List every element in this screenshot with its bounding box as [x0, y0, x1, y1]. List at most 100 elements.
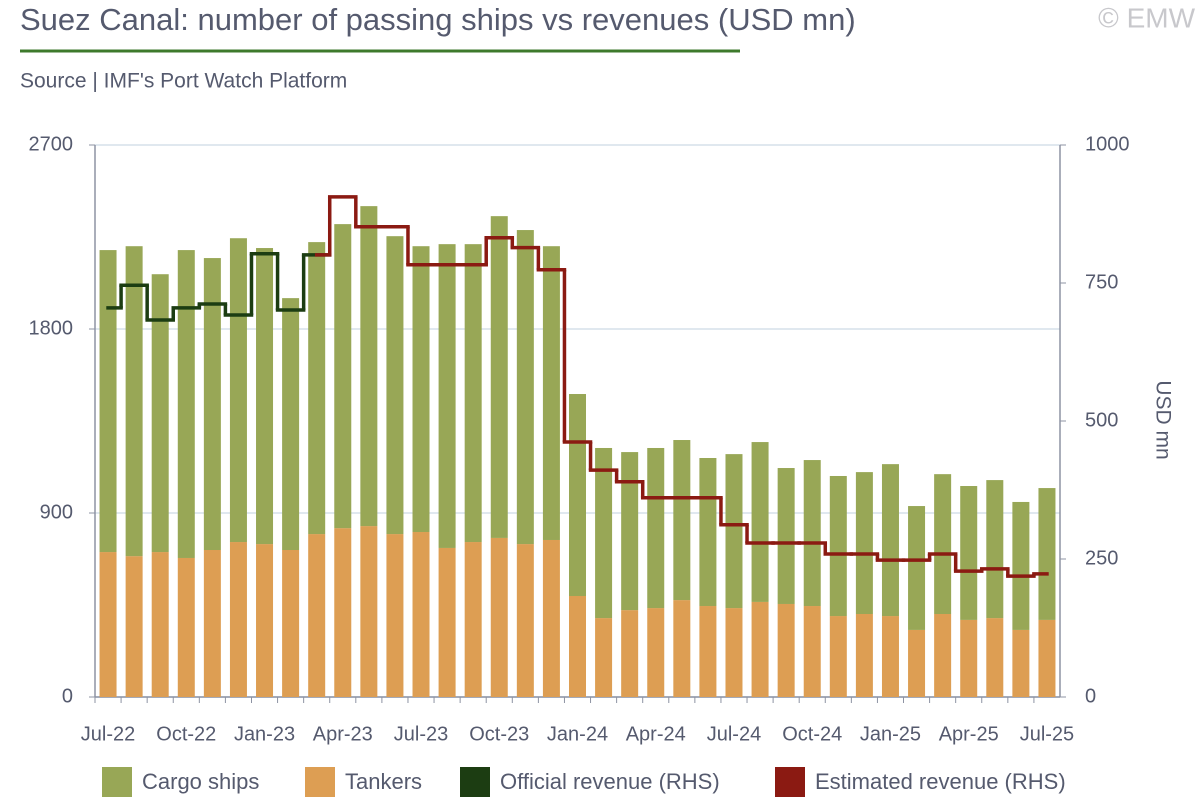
- bar: [412, 532, 430, 697]
- bar: [308, 242, 326, 535]
- bar: [621, 610, 639, 697]
- bar: [516, 230, 534, 545]
- y2-axis-title: USD mn: [1151, 380, 1174, 459]
- x-tick-label: Jan-24: [547, 723, 608, 745]
- bar: [203, 550, 221, 697]
- bar: [490, 216, 508, 538]
- bar: [386, 534, 404, 697]
- bar: [464, 244, 482, 543]
- bar: [282, 550, 300, 697]
- subtitle: Source | IMF's Port Watch Platform: [20, 70, 347, 93]
- y2-tick-label: 500: [1085, 409, 1118, 431]
- x-tick-label: Oct-23: [469, 723, 529, 745]
- bar: [751, 442, 769, 602]
- bar: [334, 224, 352, 529]
- bar: [1038, 619, 1056, 697]
- bar: [777, 603, 795, 697]
- x-tick-label: Jul-23: [394, 723, 448, 745]
- x-tick-label: Jul-22: [81, 723, 135, 745]
- bar: [621, 452, 639, 611]
- x-tick-label: Apr-24: [626, 723, 686, 745]
- bar: [386, 236, 404, 535]
- y-tick-label: 2700: [29, 133, 74, 155]
- bar: [99, 250, 117, 553]
- bar: [908, 629, 926, 697]
- bar: [125, 246, 143, 557]
- legend-label: Cargo ships: [142, 769, 259, 794]
- bar: [151, 274, 169, 553]
- bar: [360, 526, 378, 697]
- bar: [177, 557, 195, 697]
- chart-title: Suez Canal: number of passing ships vs r…: [20, 2, 856, 37]
- legend-swatch: [305, 767, 335, 797]
- bar: [829, 475, 847, 617]
- legend-label: Estimated revenue (RHS): [815, 769, 1066, 794]
- bar: [542, 246, 560, 540]
- x-tick-label: Oct-22: [156, 723, 216, 745]
- bar: [1012, 629, 1030, 697]
- bar: [569, 394, 586, 597]
- bar: [464, 542, 482, 697]
- bar: [99, 552, 117, 697]
- y2-tick-label: 1000: [1085, 133, 1130, 155]
- bar: [151, 552, 169, 697]
- x-tick-label: Jan-23: [234, 723, 295, 745]
- bar: [203, 258, 221, 551]
- bar: [881, 464, 899, 617]
- bar: [803, 606, 821, 697]
- bar: [934, 474, 952, 614]
- bar: [777, 468, 795, 604]
- x-tick-label: Jul-24: [707, 723, 761, 745]
- x-tick-label: Apr-23: [313, 723, 373, 745]
- y2-tick-label: 250: [1085, 547, 1118, 569]
- bar: [673, 600, 691, 697]
- bar: [1038, 488, 1056, 620]
- bar: [986, 618, 1004, 697]
- bar: [125, 556, 143, 697]
- bar: [569, 596, 586, 697]
- bar: [908, 506, 926, 630]
- bar: [829, 616, 847, 697]
- bar: [542, 539, 560, 697]
- bar: [960, 486, 978, 620]
- bar: [177, 250, 195, 558]
- bar: [490, 537, 508, 697]
- bar: [595, 618, 613, 697]
- legend-swatch: [775, 767, 805, 797]
- bar: [751, 601, 769, 697]
- bar: [282, 298, 300, 551]
- legend-swatch: [460, 767, 490, 797]
- bar: [725, 608, 743, 697]
- bar: [986, 480, 1004, 619]
- bar: [438, 244, 456, 548]
- bar: [360, 206, 378, 527]
- x-tick-label: Oct-24: [782, 723, 842, 745]
- bar: [855, 472, 873, 614]
- x-tick-label: Apr-25: [939, 723, 999, 745]
- x-tick-label: Jul-25: [1020, 723, 1074, 745]
- bar: [516, 544, 534, 697]
- bar: [699, 606, 717, 697]
- legend-label: Official revenue (RHS): [500, 769, 720, 794]
- bar: [595, 447, 613, 619]
- y-tick-label: 1800: [29, 317, 74, 339]
- bar: [855, 613, 873, 697]
- legend-label: Tankers: [345, 769, 422, 794]
- bar: [308, 534, 326, 697]
- bar: [438, 547, 456, 697]
- bar: [334, 528, 352, 697]
- bar: [934, 613, 952, 697]
- credit: © EMW: [1098, 2, 1195, 33]
- bar: [229, 542, 247, 697]
- bar: [881, 616, 899, 697]
- legend-swatch: [102, 767, 132, 797]
- bar: [960, 619, 978, 697]
- bar: [673, 440, 691, 601]
- bar: [1012, 501, 1030, 630]
- bar: [229, 238, 247, 543]
- bar: [803, 460, 821, 607]
- y2-tick-label: 0: [1085, 685, 1096, 707]
- x-tick-label: Jan-25: [860, 723, 921, 745]
- bar: [725, 454, 743, 609]
